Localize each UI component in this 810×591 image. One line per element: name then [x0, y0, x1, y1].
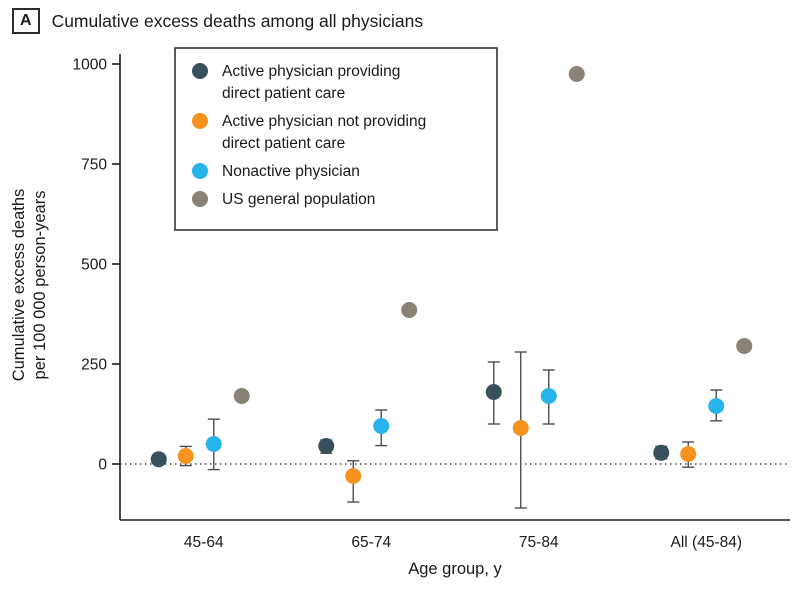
y-tick-label: 0	[98, 457, 107, 474]
data-point	[373, 418, 390, 434]
figure-title: Cumulative excess deaths among all physi…	[51, 10, 424, 31]
chart-svg: 0 250 500 750 1000 45-64 65-74 75-84 All (45-84)…	[10, 47, 790, 578]
data-point	[345, 468, 362, 484]
y-axis-title-line: per 100 000 person-years	[31, 191, 49, 380]
data-point	[485, 384, 502, 400]
data-point	[233, 388, 250, 404]
data-point	[708, 398, 725, 414]
legend-label: US general population	[222, 191, 375, 208]
data-point	[318, 438, 335, 454]
figure-header: A Cumulative excess deaths among all phy…	[12, 8, 423, 34]
legend-label: direct patient care	[222, 85, 345, 102]
legend-label: Nonactive physician	[222, 163, 360, 180]
data-point	[736, 338, 753, 354]
legend-dot	[192, 163, 208, 179]
legend-label: Active physician providing	[222, 63, 400, 80]
x-tick-label: All (45-84)	[671, 534, 743, 551]
panel-letter: A	[12, 8, 40, 34]
y-tick-label: 1000	[73, 57, 108, 74]
y-axis-title-line: Cumulative excess deaths	[10, 189, 28, 382]
x-tick-label: 75-84	[519, 534, 559, 551]
legend-box	[174, 47, 498, 231]
data-point	[401, 302, 418, 318]
y-tick-label: 500	[81, 257, 107, 274]
data-point	[568, 66, 585, 82]
data-point	[680, 446, 697, 462]
legend-dot	[192, 113, 208, 129]
data-point	[540, 388, 557, 404]
legend-label: Active physician not providing	[222, 113, 426, 130]
y-tick-label: 250	[81, 357, 107, 374]
legend-label: direct patient care	[222, 135, 345, 152]
legend-dot	[192, 63, 208, 79]
data-point	[205, 436, 222, 452]
x-tick-label: 45-64	[184, 534, 224, 551]
legend-dot	[192, 191, 208, 207]
data-point	[512, 420, 529, 436]
y-tick-label: 750	[81, 157, 107, 174]
x-axis-title: Age group, y	[408, 560, 502, 578]
data-point	[653, 444, 670, 461]
data-point	[177, 448, 194, 464]
data-point	[150, 451, 167, 468]
x-tick-label: 65-74	[351, 534, 391, 551]
